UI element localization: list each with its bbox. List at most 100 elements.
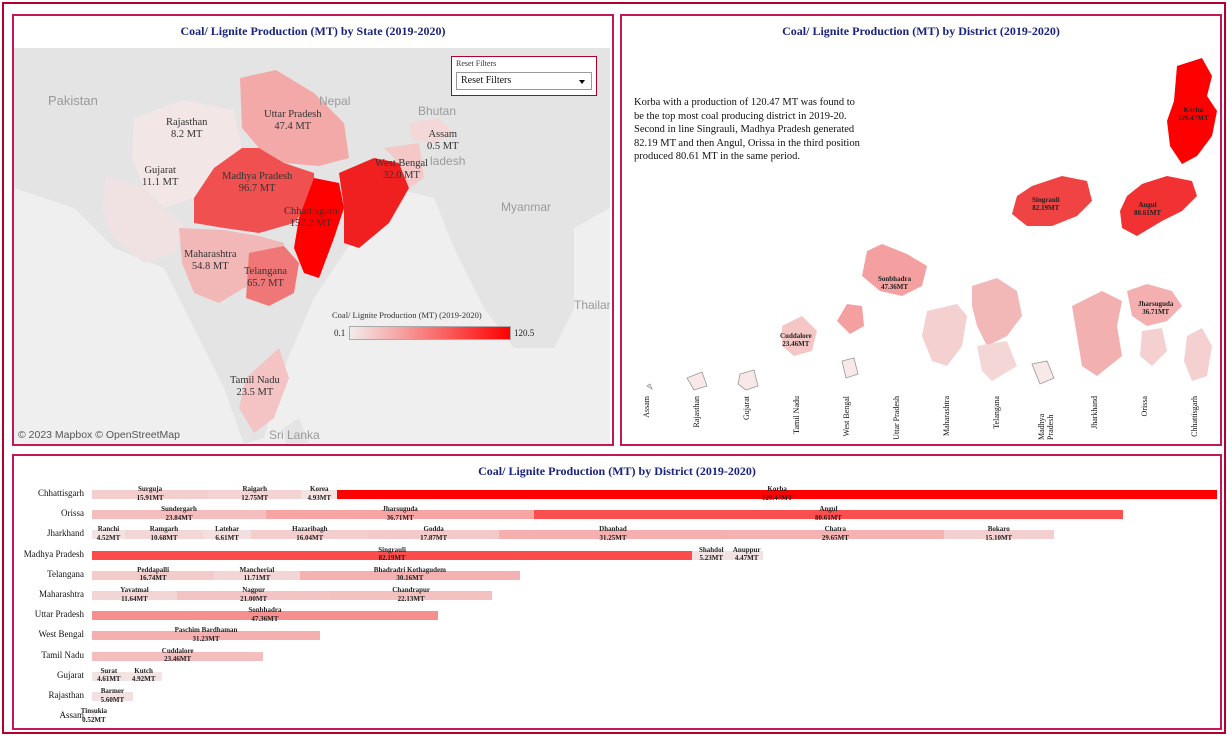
bar-segment[interactable] — [92, 671, 126, 681]
bar-label: Barmer 5.60MT — [100, 687, 125, 704]
bar-segment[interactable] — [251, 530, 369, 540]
legend-title: Coal/ Lignite Production (MT) (2019-2020… — [332, 310, 482, 320]
row-label: Uttar Pradesh — [34, 609, 84, 620]
bar-segment[interactable] — [92, 651, 264, 661]
bar-label: Sundergarh 23.84MT — [161, 505, 197, 522]
bar-label: Korba 120.47MT — [761, 485, 793, 502]
x-label-telangana: Telangana — [992, 396, 1001, 429]
bar-label: Ranchi 4.52MT — [96, 525, 121, 542]
bar-segment[interactable] — [330, 591, 492, 600]
district-map-panel: Coal/ Lignite Production (MT) by Distric… — [620, 14, 1222, 446]
bar-segment[interactable] — [92, 611, 438, 621]
state-map-title: Coal/ Lignite Production (MT) by State (… — [180, 24, 446, 38]
bar-segment[interactable] — [92, 692, 133, 701]
district-label-sonbhadra: Sonbhadra 47.36MT — [878, 275, 912, 291]
bar-label: Cuddalore 23.46MT — [161, 646, 194, 664]
bar-label: Dhanbad 31.25MT — [599, 525, 627, 542]
row-label: Maharashtra — [39, 589, 84, 599]
bar-segment[interactable] — [92, 550, 693, 560]
state-map-shapes — [14, 48, 610, 444]
geo-label: ladesh — [430, 154, 466, 168]
bar-segment[interactable] — [266, 510, 535, 520]
bar-segment[interactable] — [92, 591, 177, 600]
state-rajasthan-shape — [132, 100, 242, 208]
bar-segment[interactable] — [943, 530, 1054, 540]
bar-label: Paschim Bardhaman 31.23MT — [174, 626, 238, 643]
bar-segment[interactable] — [92, 530, 125, 540]
bar-segment[interactable] — [92, 712, 96, 722]
state-label-chhattisgarh: Chhattisgarh 157.2 MT — [284, 206, 338, 229]
bar-segment[interactable] — [727, 530, 944, 540]
state-label-uttar-pradesh: Uttar Pradesh 47.4 MT — [264, 109, 322, 132]
state-maharashtra-shape — [179, 228, 284, 303]
bar-label: Godda 17.87MT — [420, 525, 448, 542]
row-label: Rajasthan — [48, 690, 85, 700]
bar-label: Nagpur 21.00MT — [240, 586, 268, 603]
bar-label: Chatra 29.65MT — [821, 525, 849, 542]
bar-segment[interactable] — [208, 490, 302, 499]
district-angul-shape — [1120, 176, 1197, 236]
bar-label: Shahdol 5.23MT — [699, 545, 724, 563]
bar-segment[interactable] — [176, 591, 331, 600]
bar-segment[interactable] — [730, 550, 763, 560]
reset-filters-dropdown[interactable]: Reset Filters — [456, 72, 592, 90]
district-sonbhadra-shape — [862, 244, 927, 296]
district-label-angul: Angul 80.61MT — [1134, 201, 1162, 217]
bar-segment[interactable] — [92, 510, 267, 520]
bar-label: Hazaribagh 16.04MT — [292, 525, 328, 542]
bar-label: Bokaro 15.10MT — [985, 525, 1013, 542]
bar-segment[interactable] — [301, 490, 338, 499]
row-label: Madhya Pradesh — [23, 548, 84, 559]
district-singrauli-shape — [1012, 176, 1092, 226]
legend-min: 0.1 — [334, 328, 346, 338]
bar-segment[interactable] — [337, 490, 1217, 499]
bar-segment[interactable] — [125, 530, 203, 540]
x-label-maharashtra: Maharashtra — [942, 396, 951, 436]
state-chhattisgarh-shape — [294, 178, 344, 278]
legend-max: 120.5 — [514, 328, 535, 338]
bar-segment[interactable] — [534, 510, 1123, 520]
legend-color-ramp — [349, 326, 511, 340]
row-label: Tamil Nadu — [41, 649, 84, 660]
state-uttar-pradesh-shape — [240, 70, 349, 166]
bar-chart-area: Chhattisgarh Surguja 15.91MT Raigarh 12.75MT… — [14, 482, 1220, 728]
bar-segment[interactable] — [214, 570, 300, 580]
story-text: Korba with a production of 120.47 MT was… — [634, 97, 860, 162]
reset-filters-value: Reset Filters — [461, 75, 512, 86]
bar-segment[interactable] — [202, 530, 252, 540]
row-label: West Bengal — [38, 629, 84, 640]
state-label-west-bengal: West Bengal 32.0 MT — [375, 158, 429, 181]
bar-chart-panel: Coal/ Lignite Production (MT) by Distric… — [12, 454, 1222, 730]
bar-label: Yavatmal 11.64MT — [120, 586, 149, 603]
chevron-down-icon — [579, 80, 585, 84]
state-label-telangana: Telangana 65.7 MT — [244, 266, 287, 289]
state-label-maharashtra: Maharashtra 54.8 MT — [184, 249, 237, 272]
geo-label: Bhutan — [418, 104, 457, 118]
bar-label: Mancherial 11.71MT — [239, 565, 275, 583]
state-label-gujarat: Gujarat 11.1 MT — [142, 165, 179, 188]
geo-label: Sri Lanka — [269, 428, 320, 442]
bar-segment[interactable] — [92, 570, 215, 580]
bar-segment[interactable] — [368, 530, 499, 540]
geo-label: Myanmar — [501, 200, 552, 214]
bar-segment[interactable] — [92, 490, 209, 499]
district-label-korba: Korba 120.47MT — [1178, 106, 1209, 122]
bar-label: Singrauli 82.19MT — [378, 545, 406, 563]
state-label-assam: Assam 0.5 MT — [427, 129, 459, 152]
bar-label: Surat 4.61MT — [97, 666, 121, 684]
bar-segment[interactable] — [92, 631, 321, 641]
bar-label: Peddapalli 16.74MT — [137, 565, 170, 583]
row-label: Jharkhand — [47, 528, 84, 539]
district-label-cuddalore: Cuddalore 23.46MT — [780, 332, 812, 348]
bar-segment[interactable] — [299, 570, 520, 580]
bar-segment[interactable] — [498, 530, 728, 540]
bar-label: Surguja 15.91MT — [136, 485, 164, 502]
state-map[interactable]: Pakistan Nepal Bhutan ladesh Myanmar Tha… — [14, 48, 610, 444]
bar-segment[interactable] — [125, 671, 162, 681]
map-attribution[interactable]: © 2023 Mapbox © OpenStreetMap — [18, 429, 180, 441]
district-cuddalore-shape — [782, 316, 817, 356]
district-map-shapes — [646, 58, 1217, 391]
bar-segment[interactable] — [692, 550, 731, 560]
row-label: Orissa — [61, 508, 84, 519]
x-label-assam: Assam — [642, 396, 651, 418]
